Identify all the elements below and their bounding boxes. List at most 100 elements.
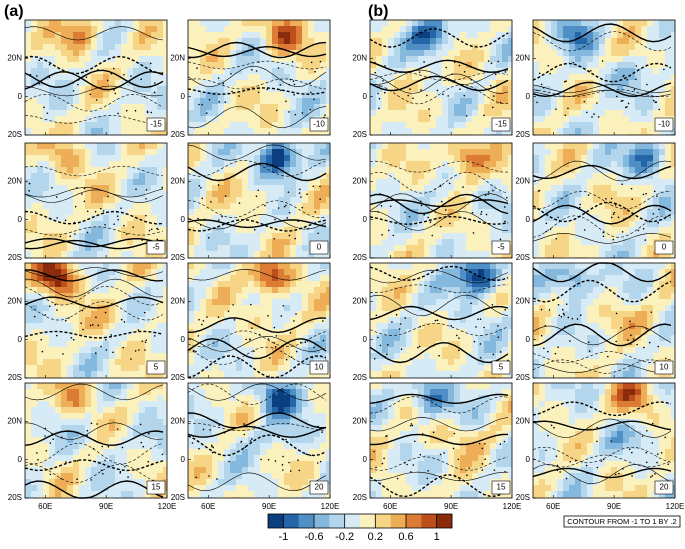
- field-cell: [139, 371, 145, 377]
- field-cell: [43, 341, 49, 347]
- field-cell: [31, 110, 37, 116]
- significance-dot: [201, 324, 203, 326]
- field-cell: [109, 155, 115, 161]
- field-cell: [188, 455, 194, 461]
- field-cell: [200, 233, 206, 239]
- field-cell: [43, 335, 49, 341]
- field-cell: [370, 20, 376, 26]
- field-cell: [121, 365, 127, 371]
- field-cell: [230, 251, 236, 257]
- field-cell: [272, 62, 278, 68]
- field-cell: [224, 491, 230, 497]
- field-cell: [290, 449, 296, 455]
- field-cell: [599, 44, 605, 50]
- field-cell: [85, 251, 91, 257]
- field-cell: [200, 473, 206, 479]
- field-cell: [430, 86, 436, 92]
- field-cell: [91, 209, 97, 215]
- lat-tick-label: 20N: [170, 176, 185, 185]
- field-cell: [272, 359, 278, 365]
- field-cell: [97, 221, 103, 227]
- lag-label: 10: [315, 363, 324, 372]
- field-cell: [581, 38, 587, 44]
- field-cell: [121, 485, 127, 491]
- significance-dot: [280, 84, 282, 86]
- field-cell: [653, 44, 659, 50]
- field-cell: [236, 329, 242, 335]
- field-cell: [254, 155, 260, 161]
- field-cell: [206, 371, 212, 377]
- field-cell: [194, 383, 200, 389]
- significance-dot: [218, 184, 220, 186]
- field-cell: [266, 92, 272, 98]
- field-cell: [659, 32, 665, 38]
- field-cell: [484, 50, 490, 56]
- field-cell: [502, 44, 508, 50]
- field-cell: [569, 44, 575, 50]
- field-cell: [25, 431, 31, 437]
- field-cell: [37, 305, 43, 311]
- field-cell: [67, 413, 73, 419]
- field-cell: [224, 413, 230, 419]
- field-cell: [109, 26, 115, 32]
- significance-dot: [123, 74, 125, 76]
- field-cell: [418, 26, 424, 32]
- significance-dot: [203, 320, 205, 322]
- significance-dot: [299, 192, 301, 194]
- field-cell: [436, 20, 442, 26]
- field-cell: [25, 341, 31, 347]
- field-cell: [302, 293, 308, 299]
- significance-dot: [56, 217, 58, 219]
- field-cell: [308, 383, 314, 389]
- field-cell: [43, 263, 49, 269]
- field-cell: [230, 203, 236, 209]
- field-cell: [406, 128, 412, 134]
- field-cell: [206, 461, 212, 467]
- field-cell: [55, 335, 61, 341]
- group-label: (b): [368, 3, 388, 20]
- significance-dot: [297, 459, 299, 461]
- field-cell: [248, 203, 254, 209]
- field-cell: [194, 281, 200, 287]
- field-cell: [139, 323, 145, 329]
- field-cell: [43, 305, 49, 311]
- significance-dot: [36, 452, 38, 454]
- field-cell: [127, 347, 133, 353]
- field-cell: [151, 395, 157, 401]
- field-cell: [430, 98, 436, 104]
- significance-dot: [249, 338, 251, 340]
- field-cell: [230, 149, 236, 155]
- field-cell: [25, 293, 31, 299]
- map-panel: -1020N020S: [515, 20, 675, 139]
- field-cell: [200, 197, 206, 203]
- field-cell: [127, 179, 133, 185]
- field-cell: [139, 443, 145, 449]
- field-cell: [25, 227, 31, 233]
- lag-label: 0: [317, 243, 322, 252]
- field-cell: [206, 98, 212, 104]
- significance-dot: [146, 189, 148, 191]
- field-cell: [145, 50, 151, 56]
- significance-dot: [256, 70, 258, 72]
- significance-dot: [56, 309, 58, 311]
- field-cell: [290, 209, 296, 215]
- field-cell: [157, 173, 163, 179]
- field-cell: [151, 341, 157, 347]
- field-cell: [55, 155, 61, 161]
- field-cell: [218, 461, 224, 467]
- significance-dot: [201, 104, 203, 106]
- field-cell: [73, 311, 79, 317]
- field-cell: [406, 44, 412, 50]
- field-cell: [157, 26, 163, 32]
- field-cell: [103, 233, 109, 239]
- field-cell: [290, 185, 296, 191]
- field-cell: [551, 26, 557, 32]
- field-cell: [320, 455, 326, 461]
- field-cell: [248, 287, 254, 293]
- field-cell: [296, 185, 302, 191]
- field-cell: [115, 281, 121, 287]
- field-cell: [254, 251, 260, 257]
- significance-dot: [107, 80, 109, 82]
- field-cell: [157, 203, 163, 209]
- field-cell: [230, 365, 236, 371]
